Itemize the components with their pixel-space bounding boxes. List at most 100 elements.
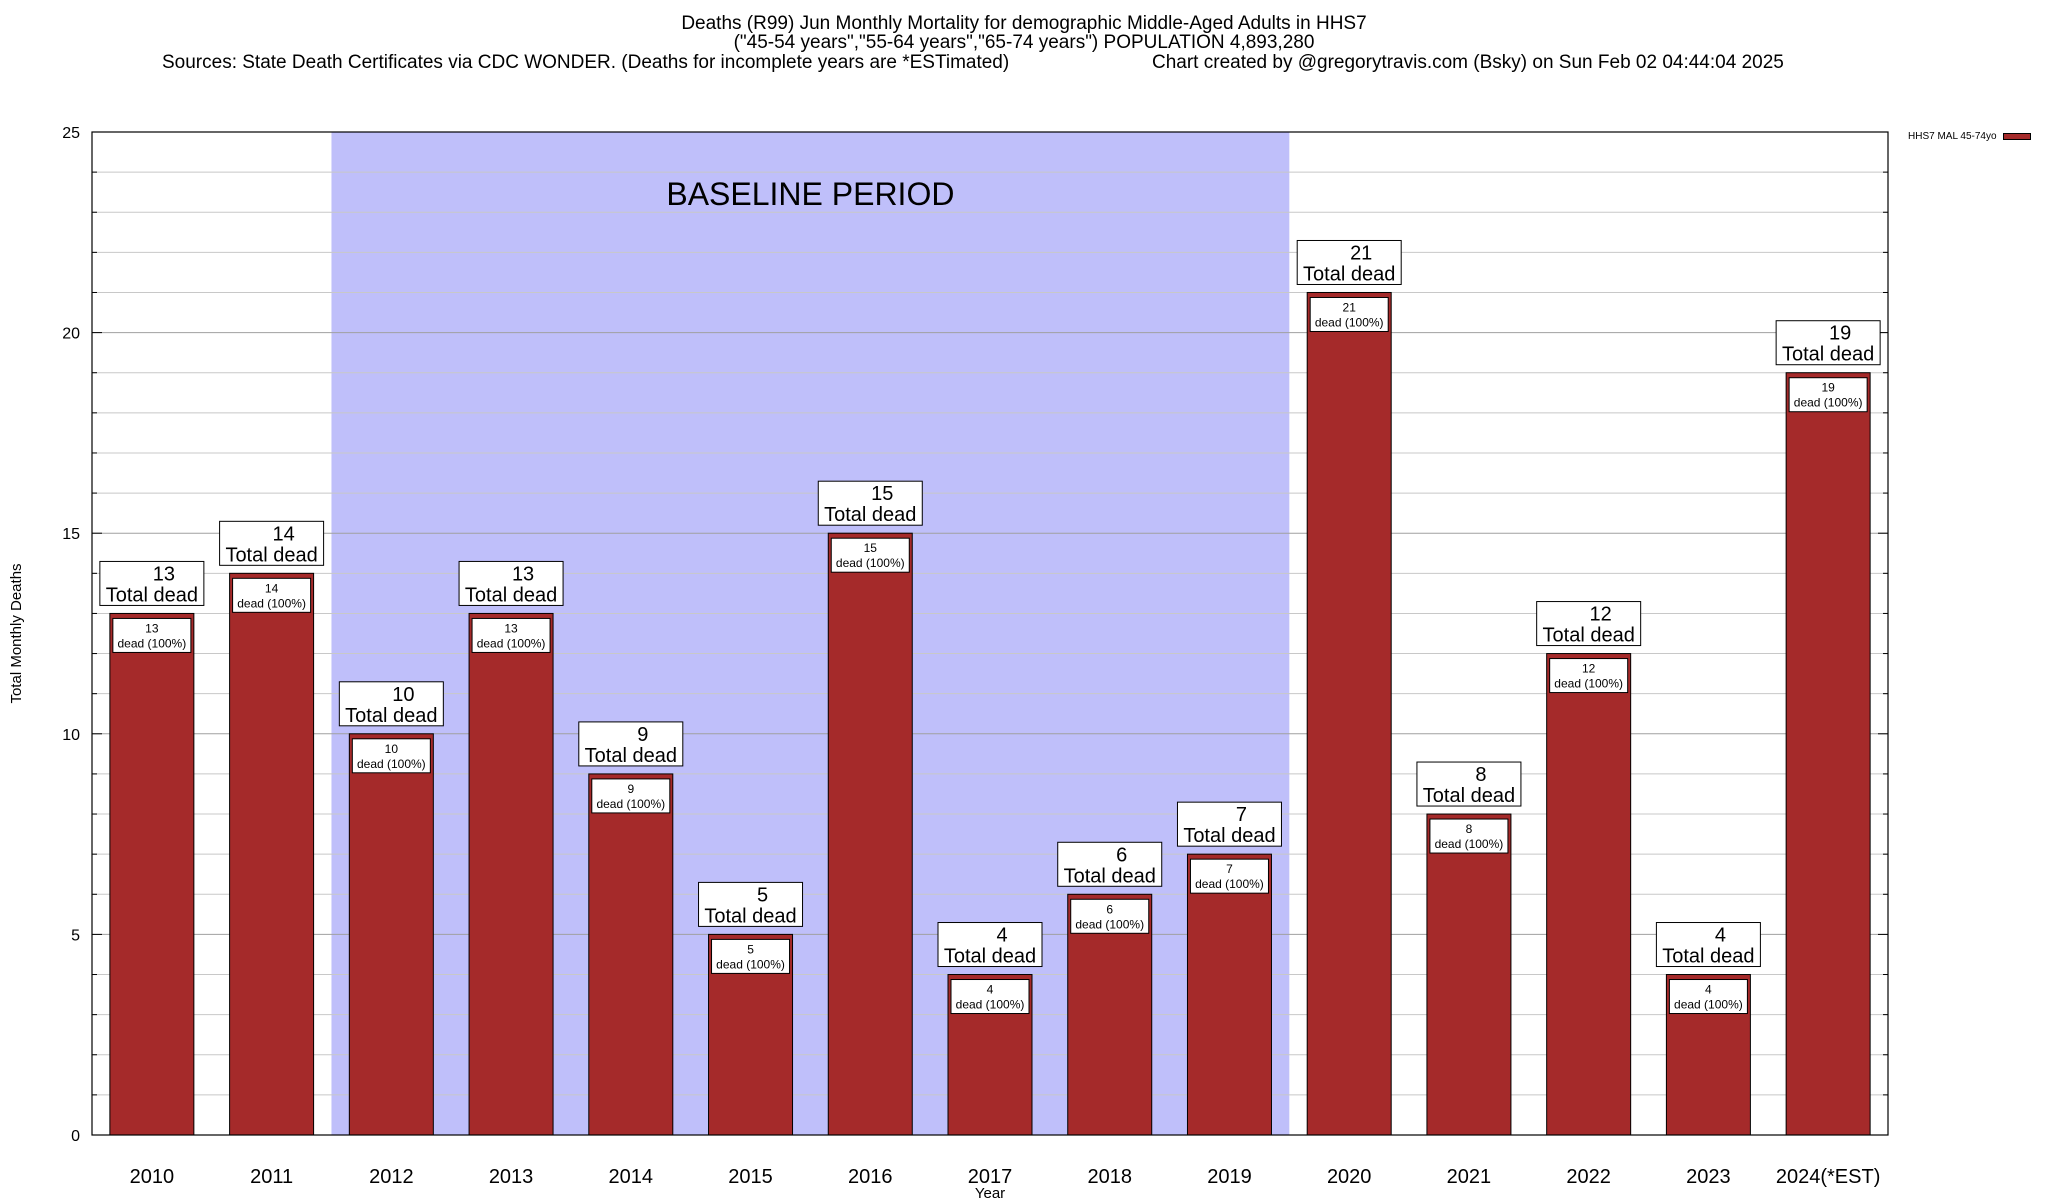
bar-inner-label-box bbox=[711, 938, 791, 974]
bar-inner-percent: dead (100%) bbox=[1075, 917, 1144, 931]
bar-top-label-box bbox=[219, 520, 325, 566]
bar-top-label-box bbox=[1536, 601, 1642, 647]
x-tick-label: 2019 bbox=[1207, 1166, 1252, 1188]
bar-inner-value: 7 bbox=[1226, 862, 1233, 876]
bar-inner-percent: dead (100%) bbox=[1195, 877, 1264, 891]
bar-top-label: Total dead bbox=[1423, 785, 1515, 807]
bar bbox=[827, 532, 913, 1136]
x-tick-label: 2010 bbox=[130, 1166, 175, 1188]
bar-inner-value: 4 bbox=[987, 983, 994, 997]
bar-top-label: Total dead bbox=[1303, 263, 1395, 285]
bar-inner-percent: dead (100%) bbox=[836, 556, 905, 570]
x-tick-label: 2017 bbox=[968, 1166, 1013, 1188]
bar-top-value: 6 bbox=[1116, 844, 1127, 866]
bar-inner-label-box bbox=[1788, 377, 1868, 413]
bar-inner-percent: dead (100%) bbox=[956, 998, 1025, 1012]
bar bbox=[109, 612, 195, 1136]
bar-inner-label-box bbox=[830, 537, 910, 573]
bar-top-value: 7 bbox=[1236, 804, 1247, 826]
bar-inner-label-box bbox=[351, 738, 431, 774]
bar-top-label: Total dead bbox=[1064, 865, 1156, 887]
x-tick-label: 2014 bbox=[609, 1166, 654, 1188]
bar-top-value: 8 bbox=[1475, 764, 1486, 786]
bar-inner-label-box bbox=[1309, 296, 1389, 332]
bar bbox=[229, 572, 315, 1136]
bar-top-label: Total dead bbox=[824, 504, 916, 526]
x-tick-label: 2018 bbox=[1087, 1166, 1132, 1188]
bar-top-label: Total dead bbox=[1543, 625, 1635, 647]
bar-top-value: 4 bbox=[1715, 925, 1726, 947]
bar-inner-value: 19 bbox=[1821, 381, 1835, 395]
bar-inner-percent: dead (100%) bbox=[1794, 396, 1863, 410]
bar-inner-label-box bbox=[1668, 979, 1748, 1015]
bar-inner-percent: dead (100%) bbox=[477, 636, 546, 650]
bar-top-label: Total dead bbox=[1183, 825, 1275, 847]
chart-title-block: Deaths (R99) Jun Monthly Mortality for d… bbox=[0, 14, 2048, 52]
chart-legend: HHS7 MAL 45-74yo bbox=[1908, 131, 2031, 142]
bar-top-label: Total dead bbox=[704, 905, 796, 927]
bar bbox=[1546, 653, 1632, 1136]
bar-top-label: Total dead bbox=[1662, 946, 1754, 968]
bar-inner-value: 15 bbox=[864, 541, 878, 555]
bar-inner-label-box bbox=[950, 979, 1030, 1015]
bar-top-label: Total dead bbox=[465, 584, 557, 606]
plot-frame bbox=[91, 131, 1889, 1136]
y-tick-label: 15 bbox=[62, 526, 80, 543]
bar-inner-value: 5 bbox=[747, 942, 754, 956]
bar-top-label: Total dead bbox=[1782, 344, 1874, 366]
bar-inner-value: 13 bbox=[504, 621, 518, 635]
bar bbox=[468, 612, 554, 1136]
bar-top-label-box bbox=[458, 560, 564, 606]
bar bbox=[1306, 291, 1392, 1136]
bar-inner-percent: dead (100%) bbox=[118, 636, 187, 650]
legend-swatch bbox=[2002, 133, 2031, 140]
bar-inner-percent: dead (100%) bbox=[716, 957, 785, 971]
bar-inner-value: 9 bbox=[627, 782, 634, 796]
bar-top-label-box bbox=[1176, 801, 1282, 847]
bar bbox=[588, 773, 674, 1136]
bar-top-value: 13 bbox=[512, 563, 534, 585]
bar-inner-value: 4 bbox=[1705, 983, 1712, 997]
bar-top-label-box bbox=[338, 681, 444, 727]
bar-top-value: 5 bbox=[757, 884, 768, 906]
bar-top-value: 19 bbox=[1829, 323, 1851, 345]
bar-inner-value: 12 bbox=[1582, 662, 1596, 676]
x-tick-label: 2015 bbox=[728, 1166, 773, 1188]
legend-label: HHS7 MAL 45-74yo bbox=[1908, 131, 1997, 142]
bar bbox=[1186, 853, 1272, 1136]
bar-top-label: Total dead bbox=[944, 946, 1036, 968]
bar-top-label-box bbox=[1416, 761, 1522, 807]
x-tick-label: 2023 bbox=[1686, 1166, 1731, 1188]
x-tick-label: 2016 bbox=[848, 1166, 893, 1188]
bar-top-value: 14 bbox=[272, 523, 294, 545]
bar-inner-label-box bbox=[232, 577, 312, 613]
bar-top-label: Total dead bbox=[345, 705, 437, 727]
bar-top-value: 10 bbox=[392, 684, 414, 706]
y-tick-label: 10 bbox=[62, 727, 80, 744]
bar bbox=[1785, 372, 1871, 1136]
bar-top-label-box bbox=[99, 560, 205, 606]
x-tick-label: 2013 bbox=[489, 1166, 534, 1188]
bar-inner-percent: dead (100%) bbox=[1435, 837, 1504, 851]
bar-inner-percent: dead (100%) bbox=[357, 757, 426, 771]
bar-inner-label-box bbox=[1429, 818, 1509, 854]
bar-inner-label-box bbox=[591, 778, 671, 814]
bar bbox=[348, 733, 434, 1136]
bar-inner-percent: dead (100%) bbox=[1315, 315, 1384, 329]
y-tick-label: 5 bbox=[71, 927, 80, 944]
bar-inner-label-box bbox=[471, 617, 551, 653]
y-axis-label: Total Monthly Deaths bbox=[8, 563, 25, 703]
bar-top-label: Total dead bbox=[106, 584, 198, 606]
bar-top-label-box bbox=[578, 721, 684, 767]
bar-top-value: 15 bbox=[871, 483, 893, 505]
x-tick-label: 2021 bbox=[1447, 1166, 1492, 1188]
bar-top-label: Total dead bbox=[225, 544, 317, 566]
x-axis-label: Year bbox=[975, 1185, 1005, 1200]
bar-top-label-box bbox=[817, 480, 923, 526]
bar-inner-value: 21 bbox=[1343, 300, 1357, 314]
bar-inner-value: 10 bbox=[385, 742, 399, 756]
bar-top-value: 12 bbox=[1590, 604, 1612, 626]
chart-sources: Sources: State Death Certificates via CD… bbox=[162, 52, 1010, 73]
bar-top-value: 21 bbox=[1350, 242, 1372, 264]
